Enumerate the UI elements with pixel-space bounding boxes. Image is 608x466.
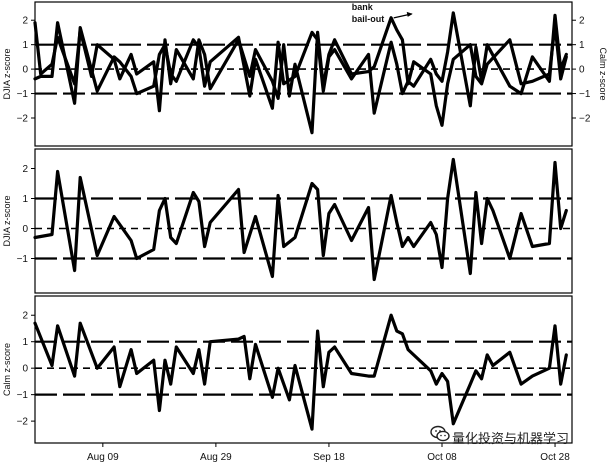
wechat-icon [430, 425, 450, 442]
y-tick-label: 0 [22, 65, 28, 76]
annotation-label: bank [352, 2, 374, 12]
annotation-arrowhead [406, 11, 413, 17]
series-line-2 [33, 11, 568, 115]
y-tick-label: 1 [22, 337, 28, 348]
y-tick-label: −1 [17, 390, 29, 401]
series-line-1 [33, 313, 568, 431]
y-tick-label-right: −1 [579, 89, 591, 100]
panel-frame [34, 1, 573, 147]
y-tick-label-right: 1 [579, 40, 585, 51]
y-tick-label: 2 [22, 311, 28, 322]
y-tick-label: −1 [17, 89, 29, 100]
annotation-label: bail-out [352, 14, 385, 24]
y-tick-label: −2 [17, 114, 29, 125]
watermark-text: 量化投资与机器学习 [452, 432, 570, 447]
x-tick-label: Sep 18 [313, 452, 345, 463]
panel-1 [31, 1, 576, 147]
x-tick-label: Aug 29 [200, 452, 232, 463]
y-tick-label-right: 0 [579, 65, 585, 76]
y-tick-label: −1 [17, 254, 29, 265]
y-tick-label-right: −2 [579, 114, 591, 125]
series-line-1 [33, 16, 568, 135]
panel-frame [34, 148, 573, 294]
panel-2 [31, 148, 573, 294]
y-tick-label-right: 2 [579, 16, 585, 27]
panel-3 [31, 295, 573, 447]
x-tick-label: Oct 28 [540, 452, 570, 463]
y-tick-label: 1 [22, 194, 28, 205]
y-tick-label: 0 [22, 364, 28, 375]
y-axis-title: DJIA z-score [2, 48, 12, 99]
panel-frame [34, 295, 573, 444]
y-axis-title: Calm z-score [2, 343, 12, 396]
x-tick-label: Oct 08 [427, 452, 457, 463]
y-tick-label: 1 [22, 40, 28, 51]
y-tick-label: 2 [22, 16, 28, 27]
series-line-1 [33, 157, 568, 282]
y-tick-label: 2 [22, 164, 28, 175]
y-axis-title: DJIA z-score [2, 195, 12, 246]
y-axis-title-right: Calm z-score [598, 47, 608, 100]
y-tick-label: 0 [22, 224, 28, 235]
x-tick-label: Aug 09 [87, 452, 119, 463]
y-tick-label: −2 [17, 417, 29, 428]
